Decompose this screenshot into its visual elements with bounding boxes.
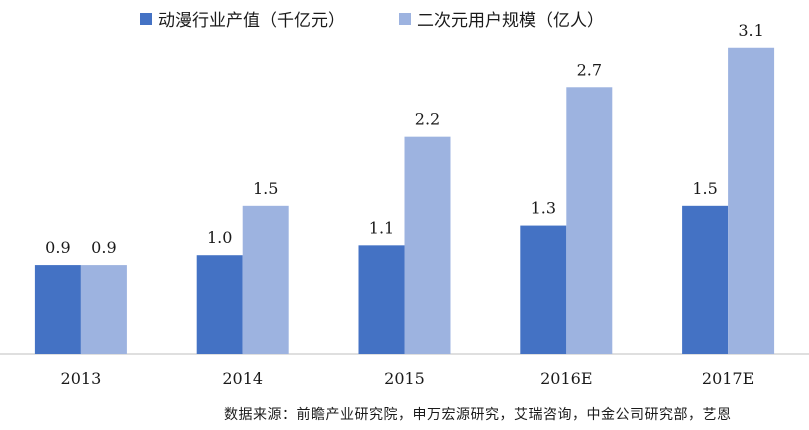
bar-series-1-2016E [520, 225, 567, 354]
bar-series-1-2014 [196, 255, 243, 354]
bar-series-2-2015 [404, 136, 451, 354]
legend-swatch-series-1 [140, 12, 152, 25]
data-label-series-1-2013: 0.9 [45, 238, 70, 257]
data-label-series-2-2014: 1.5 [253, 179, 278, 198]
bar-series-2-2014 [242, 205, 289, 354]
bar-series-1-2015 [358, 245, 405, 354]
data-source-note: 数据来源：前瞻产业研究院，申万宏源研究，艾瑞咨询，中金公司研究部，艺恩 [224, 407, 732, 423]
legend-label-series-1: 动漫行业产值（千亿元） [158, 11, 345, 31]
data-label-series-1-2016E: 1.3 [531, 199, 556, 218]
data-label-series-2-2015: 2.2 [415, 110, 440, 129]
x-tick-label-2016E: 2016E [540, 369, 592, 388]
bar-series-2-2017E [728, 47, 775, 355]
legend-swatch-series-2 [399, 12, 411, 25]
bar-series-2-2016E [566, 87, 613, 354]
x-tick-label-2017E: 2017E [702, 369, 754, 388]
legend-item-series-2: 二次元用户规模（亿人） [399, 6, 604, 31]
legend-label-series-2: 二次元用户规模（亿人） [417, 11, 604, 31]
data-label-series-2-2016E: 2.7 [577, 60, 602, 79]
bar-series-1-2013 [34, 265, 81, 354]
data-label-series-1-2014: 1.0 [207, 228, 232, 247]
data-label-series-2-2013: 0.9 [91, 238, 116, 257]
x-tick-label-2015: 2015 [384, 369, 425, 388]
chart-legend: 动漫行业产值（千亿元） 二次元用户规模（亿人） [140, 6, 646, 31]
legend-item-series-1: 动漫行业产值（千亿元） [140, 6, 345, 31]
data-label-series-1-2015: 1.1 [369, 218, 394, 237]
data-label-series-2-2017E: 3.1 [738, 21, 763, 40]
x-tick-label-2013: 2013 [61, 369, 102, 388]
bar-series-2-2013 [80, 265, 127, 354]
x-tick-label-2014: 2014 [222, 369, 263, 388]
bar-series-1-2017E [682, 205, 729, 354]
data-label-series-1-2017E: 1.5 [692, 179, 717, 198]
